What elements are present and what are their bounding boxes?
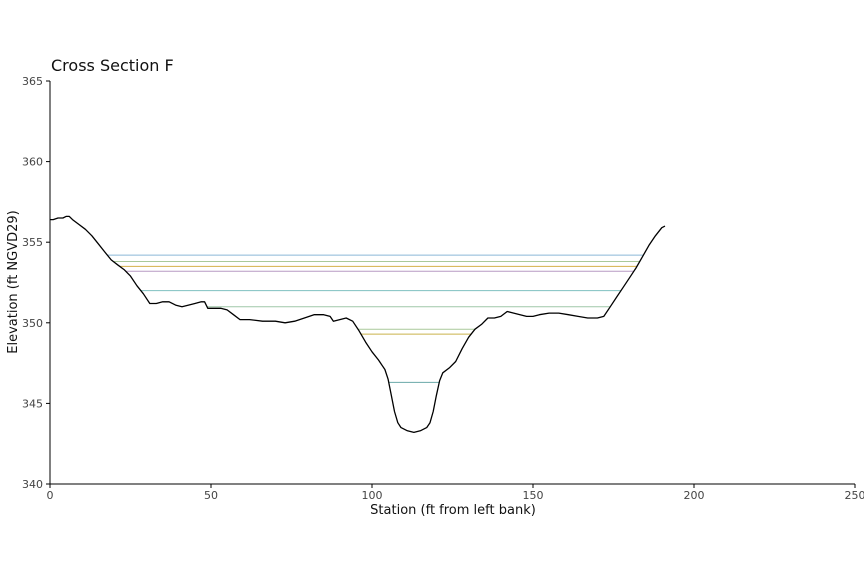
y-tick-label: 360 bbox=[22, 156, 43, 169]
y-tick-label: 355 bbox=[22, 236, 43, 249]
x-tick-label: 250 bbox=[845, 489, 864, 502]
x-tick-label: 200 bbox=[684, 489, 705, 502]
y-tick-label: 340 bbox=[22, 478, 43, 491]
ground-profile-line bbox=[50, 215, 666, 434]
x-tick-label: 100 bbox=[362, 489, 383, 502]
x-axis-ticks: 0 50 100 150 200 250 bbox=[47, 484, 864, 502]
y-axis-label: Elevation (ft NGVD29) bbox=[6, 210, 21, 353]
x-axis-label: Station (ft from left bank) bbox=[370, 503, 536, 518]
y-tick-label: 365 bbox=[22, 75, 43, 88]
x-tick-label: 50 bbox=[204, 489, 218, 502]
chart-title: Cross Section F bbox=[51, 56, 174, 75]
x-tick-label: 150 bbox=[523, 489, 544, 502]
y-axis-ticks: 340 345 350 355 360 365 bbox=[22, 75, 50, 491]
y-tick-label: 350 bbox=[22, 317, 43, 330]
x-tick-label: 0 bbox=[47, 489, 54, 502]
y-tick-label: 345 bbox=[22, 397, 43, 410]
water-surface-lines bbox=[107, 254, 644, 383]
